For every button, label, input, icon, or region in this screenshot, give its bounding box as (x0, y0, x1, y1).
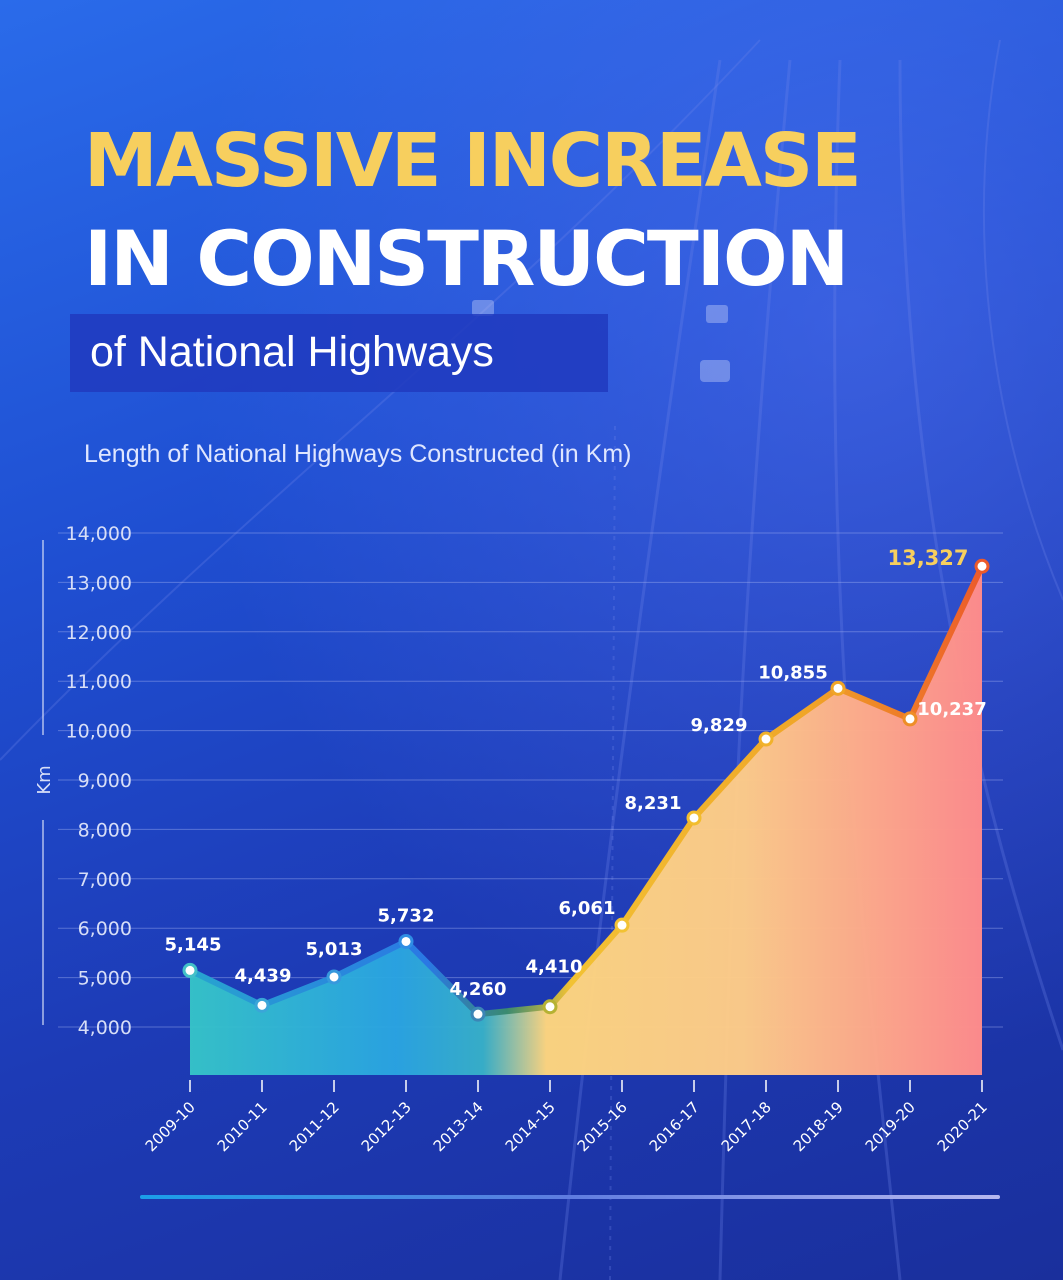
data-label: 6,061 (559, 898, 616, 919)
data-label: 10,237 (917, 699, 986, 720)
data-labels: 5,145 4,439 5,013 5,732 4,260 4,410 6,061 8,231… (165, 546, 987, 1000)
data-label: 5,145 (165, 934, 222, 955)
x-tick-label: 2020-21 (934, 1098, 991, 1155)
area-fill (190, 566, 982, 1075)
data-point (398, 933, 414, 949)
x-tick-label: 2012-13 (358, 1098, 415, 1155)
series-line (187, 563, 985, 1018)
x-tick-label: 2009-10 (142, 1098, 199, 1155)
data-point (758, 731, 774, 747)
y-tick-label: 14,000 (66, 523, 132, 545)
title-line-2: IN CONSTRUCTION (84, 214, 849, 303)
y-tick-label: 13,000 (66, 572, 132, 594)
x-tick-label: 2015-16 (574, 1098, 631, 1155)
y-tick-label: 4,000 (78, 1017, 132, 1039)
x-tick-label: 2014-15 (502, 1098, 559, 1155)
subtitle-banner: of National Highways (70, 314, 608, 392)
data-label-highlight: 13,327 (887, 546, 968, 570)
y-tick-label: 5,000 (78, 968, 132, 990)
y-tick-label: 8,000 (78, 819, 132, 841)
data-point (326, 969, 342, 985)
data-label: 5,732 (378, 905, 435, 926)
data-label: 9,829 (691, 715, 748, 736)
x-tick-label: 2018-19 (790, 1098, 847, 1155)
x-tick-label: 2017-18 (718, 1098, 775, 1155)
y-tick-label: 7,000 (78, 869, 132, 891)
x-tick-label: 2019-20 (862, 1098, 919, 1155)
subtitle: of National Highways (90, 328, 494, 376)
y-tick-label: 12,000 (66, 622, 132, 644)
x-tick-label: 2013-14 (430, 1098, 487, 1155)
x-tick-label: 2016-17 (646, 1098, 703, 1155)
y-axis-label: Km (34, 765, 55, 794)
y-tick-label: 9,000 (78, 770, 132, 792)
data-label: 5,013 (306, 939, 363, 960)
x-axis: 2009-10 2010-11 2011-12 2012-13 2013-14 2014-… (142, 1080, 991, 1155)
data-point (542, 999, 558, 1015)
data-point (686, 810, 702, 826)
data-label: 10,855 (758, 662, 827, 683)
bottom-divider (140, 1195, 1000, 1199)
data-label: 4,410 (526, 957, 583, 978)
data-point (830, 680, 846, 696)
y-tick-label: 6,000 (78, 918, 132, 940)
data-point (254, 997, 270, 1013)
chart-caption: Length of National Highways Constructed … (84, 440, 632, 468)
x-tick-label: 2011-12 (286, 1098, 343, 1155)
y-tick-label: 11,000 (66, 671, 132, 693)
data-label: 4,439 (235, 965, 292, 986)
y-tick-labels: 14,000 13,000 12,000 11,000 10,000 9,000 8,000… (66, 523, 132, 1039)
x-tick-label: 2010-11 (214, 1098, 271, 1155)
data-point (182, 962, 198, 978)
data-label: 8,231 (625, 793, 682, 814)
title-line-1: MASSIVE INCREASE (84, 118, 862, 204)
y-tick-label: 10,000 (66, 721, 132, 743)
data-points (182, 558, 990, 1022)
data-label: 4,260 (450, 979, 507, 1000)
data-point (470, 1006, 486, 1022)
data-point (614, 917, 630, 933)
data-point (974, 558, 990, 574)
data-point (902, 711, 918, 727)
